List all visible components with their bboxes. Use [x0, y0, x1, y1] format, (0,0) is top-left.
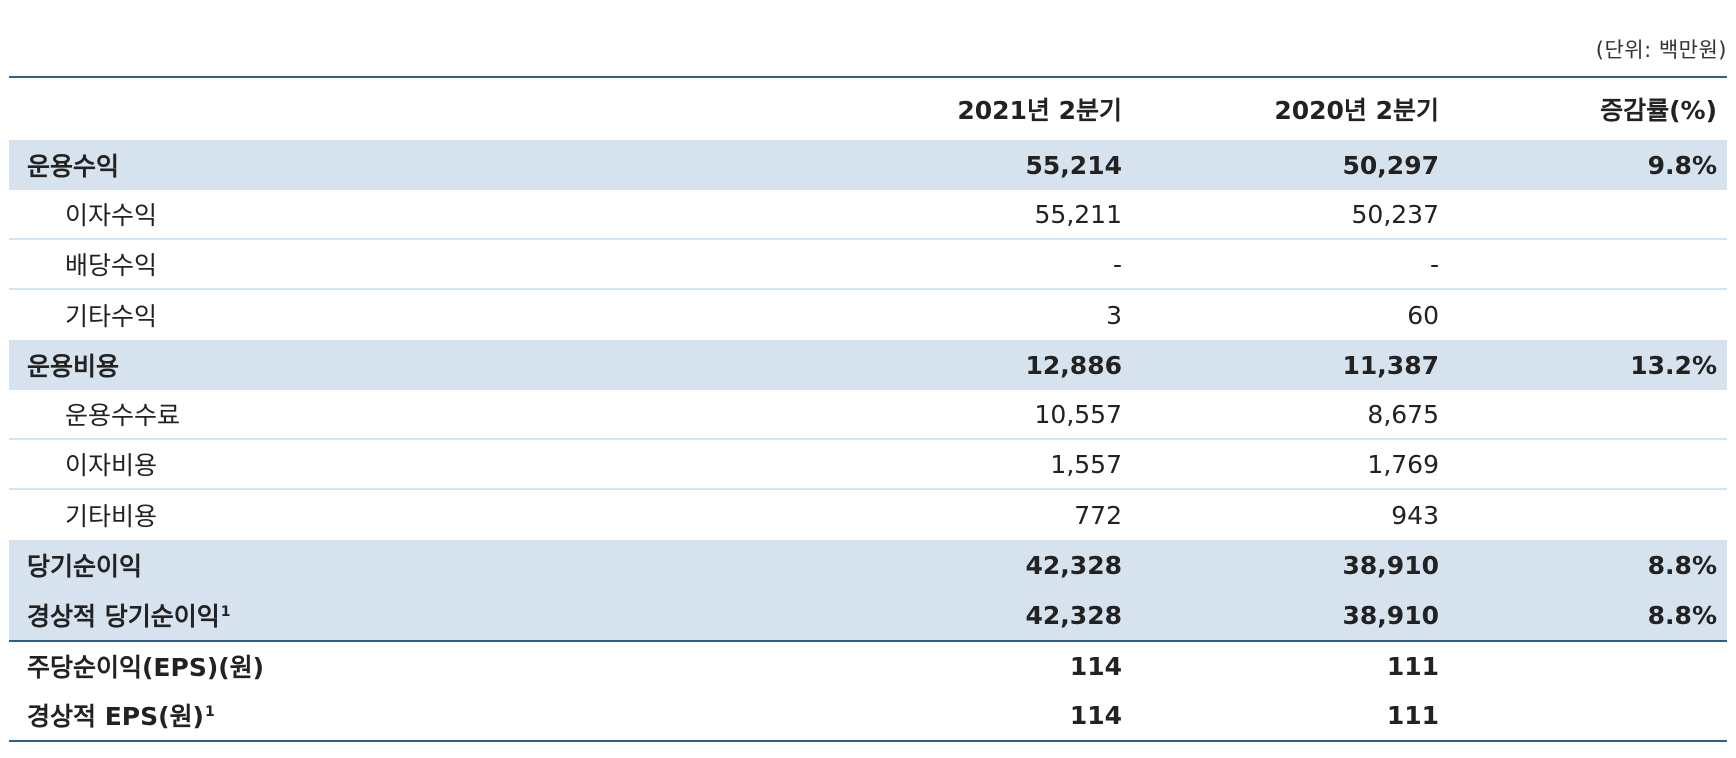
value-2020: 11,387: [1342, 350, 1439, 380]
table-row: 주당순이익(EPS)(원) 114 111: [9, 640, 1727, 690]
value-2021: 12,886: [1025, 350, 1122, 380]
header-2021q2: 2021년 2분기: [957, 96, 1122, 125]
value-2020: -: [1429, 249, 1439, 279]
value-2020: 38,910: [1342, 600, 1439, 630]
row-label-cell: 경상적 당기순이익1: [9, 597, 809, 633]
row-label: 이자수익: [65, 201, 158, 230]
table-row: 경상적 당기순이익1 42,328 38,910 8.8%: [9, 590, 1727, 640]
table-row: 기타비용 772 943: [9, 490, 1727, 540]
value-2020: 111: [1386, 651, 1439, 681]
value-2021: 114: [1069, 700, 1122, 730]
value-2020: 111: [1386, 700, 1439, 730]
value-2021: 772: [1074, 500, 1122, 530]
value-2021: 3: [1106, 300, 1122, 330]
change-rate: 8.8%: [1647, 550, 1717, 580]
table-row: 배당수익 - -: [9, 240, 1727, 290]
change-rate: 13.2%: [1630, 350, 1717, 380]
row-label: 경상적 당기순이익: [27, 602, 220, 631]
header-change: 증감률(%): [1600, 96, 1717, 125]
table-row: 경상적 EPS(원)1 114 111: [9, 690, 1727, 740]
table-row: 기타수익 3 60: [9, 290, 1727, 340]
row-label: 기타수익: [65, 302, 158, 331]
row-label: 운용수수료: [65, 401, 181, 430]
value-2020: 60: [1407, 300, 1439, 330]
row-label: 주당순이익(EPS)(원): [27, 653, 265, 682]
value-2020: 38,910: [1342, 550, 1439, 580]
footnote-marker: 1: [220, 604, 231, 620]
value-2020: 50,237: [1351, 199, 1439, 229]
value-2021: 55,214: [1025, 150, 1122, 180]
table-row: 이자수익 55,211 50,237: [9, 190, 1727, 240]
row-label: 배당수익: [65, 251, 158, 280]
row-label: 경상적 EPS(원): [27, 702, 204, 731]
value-2020: 943: [1391, 500, 1439, 530]
value-2020: 8,675: [1367, 399, 1439, 429]
value-2021: 55,211: [1034, 199, 1122, 229]
header-2020q2: 2020년 2분기: [1274, 96, 1439, 125]
value-2021: 10,557: [1034, 399, 1122, 429]
income-table: 2021년 2분기 2020년 2분기 증감률(%) 운용수익 55,214 5…: [9, 76, 1727, 742]
row-label: 운용비용: [27, 352, 120, 381]
value-2021: 42,328: [1025, 550, 1122, 580]
table-row: 운용비용 12,886 11,387 13.2%: [9, 340, 1727, 390]
unit-note: (단위: 백만원): [1595, 38, 1727, 62]
table-row: 운용수수료 10,557 8,675: [9, 390, 1727, 440]
row-label-cell: 경상적 EPS(원)1: [9, 697, 809, 733]
row-label: 당기순이익: [27, 552, 143, 581]
table-row: 이자비용 1,557 1,769: [9, 440, 1727, 490]
table-row: 당기순이익 42,328 38,910 8.8%: [9, 540, 1727, 590]
change-rate: 8.8%: [1647, 600, 1717, 630]
table-header: 2021년 2분기 2020년 2분기 증감률(%): [9, 78, 1727, 140]
row-label: 이자비용: [65, 451, 158, 480]
change-rate: 9.8%: [1647, 150, 1717, 180]
value-2020: 50,297: [1342, 150, 1439, 180]
row-label: 기타비용: [65, 502, 158, 531]
value-2021: 1,557: [1050, 449, 1122, 479]
value-2021: -: [1112, 249, 1122, 279]
value-2020: 1,769: [1367, 449, 1439, 479]
value-2021: 114: [1069, 651, 1122, 681]
footnote-marker: 1: [204, 704, 215, 720]
row-label: 운용수익: [27, 152, 120, 181]
table-row: 운용수익 55,214 50,297 9.8%: [9, 140, 1727, 190]
value-2021: 42,328: [1025, 600, 1122, 630]
